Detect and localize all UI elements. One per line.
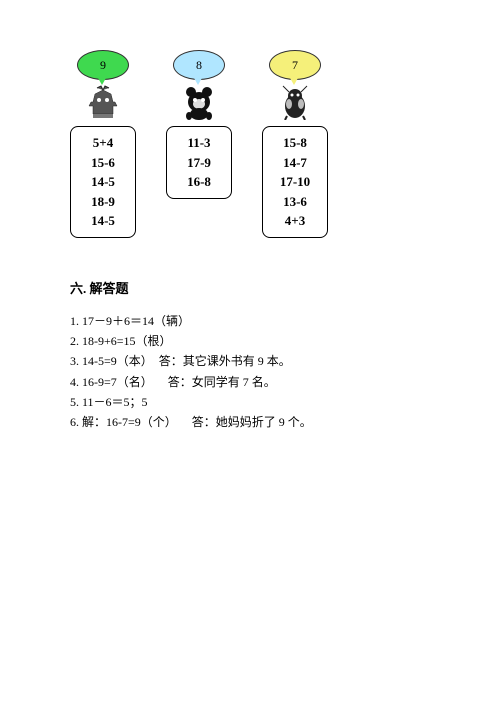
animal-icon-1 <box>83 84 123 120</box>
answer-line: 5. 11－6＝5；5 <box>70 392 440 412</box>
equation: 13-6 <box>273 192 317 212</box>
equation: 15-8 <box>273 133 317 153</box>
answer-line: 4. 16-9=7（名） 答：女同学有 7 名。 <box>70 372 440 392</box>
answer-line: 6. 解：16-7=9（个） 答：她妈妈折了 9 个。 <box>70 412 440 432</box>
figure-col-3: 7 15-8 14-7 17-10 13-6 4+3 <box>262 50 328 238</box>
speech-bubble-3: 7 <box>269 50 321 80</box>
animal-icon-3 <box>275 84 315 120</box>
equation: 11-3 <box>177 133 221 153</box>
answer-line: 3. 14-5=9（本） 答：其它课外书有 9 本。 <box>70 351 440 371</box>
equation: 5+4 <box>81 133 125 153</box>
equation: 14-5 <box>81 211 125 231</box>
equation: 17-9 <box>177 153 221 173</box>
equation: 15-6 <box>81 153 125 173</box>
equation-box-2: 11-3 17-9 16-8 <box>166 126 232 199</box>
speech-bubble-1: 9 <box>77 50 129 80</box>
equation: 16-8 <box>177 172 221 192</box>
bubble-value: 8 <box>196 58 202 73</box>
bubble-value: 9 <box>100 58 106 73</box>
answers-block: 1. 17－9＋6＝14（辆） 2. 18-9+6=15（根） 3. 14-5=… <box>70 311 440 433</box>
equation-box-3: 15-8 14-7 17-10 13-6 4+3 <box>262 126 328 238</box>
section-title: 六. 解答题 <box>70 278 440 297</box>
equation: 18-9 <box>81 192 125 212</box>
equation: 14-7 <box>273 153 317 173</box>
animal-icon-2 <box>179 84 219 120</box>
answer-line: 2. 18-9+6=15（根） <box>70 331 440 351</box>
speech-bubble-2: 8 <box>173 50 225 80</box>
equation: 4+3 <box>273 211 317 231</box>
equation-box-1: 5+4 15-6 14-5 18-9 14-5 <box>70 126 136 238</box>
answer-line: 1. 17－9＋6＝14（辆） <box>70 311 440 331</box>
bubble-value: 7 <box>292 58 298 73</box>
matching-figure: 9 5+4 15-6 14-5 18-9 14-5 8 <box>70 50 440 238</box>
figure-col-2: 8 11-3 17-9 16-8 <box>166 50 232 199</box>
equation: 14-5 <box>81 172 125 192</box>
equation: 17-10 <box>273 172 317 192</box>
figure-col-1: 9 5+4 15-6 14-5 18-9 14-5 <box>70 50 136 238</box>
